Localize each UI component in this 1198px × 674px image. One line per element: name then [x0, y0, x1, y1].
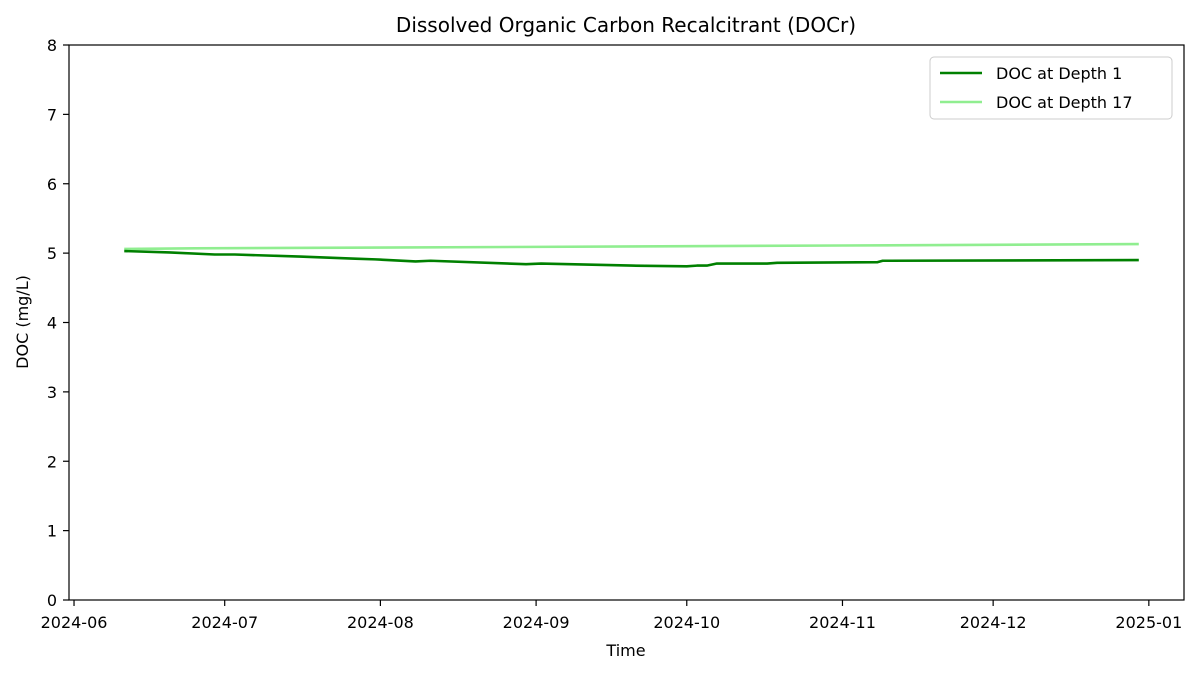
plot-frame — [68, 44, 1185, 601]
y-tick-label: 8 — [47, 36, 57, 55]
legend-box — [929, 56, 1173, 120]
x-tick-label: 2025-01 — [1115, 613, 1182, 632]
y-tick-label: 5 — [47, 244, 57, 263]
y-axis: 0 1 2 3 4 5 6 7 8 — [47, 36, 69, 610]
legend-label-1: DOC at Depth 1 — [996, 64, 1122, 83]
x-tick-label: 2024-09 — [503, 613, 570, 632]
x-axis-label: Time — [605, 641, 645, 660]
chart-title: Dissolved Organic Carbon Recalcitrant (D… — [396, 13, 856, 37]
series-line-2 — [124, 242, 1139, 251]
y-tick-label: 2 — [47, 452, 57, 471]
x-tick-label: 2024-10 — [653, 613, 720, 632]
series-line-1 — [124, 249, 1139, 268]
legend: DOC at Depth 1 DOC at Depth 17 — [929, 56, 1173, 120]
x-tick-label: 2024-08 — [347, 613, 414, 632]
x-tick-label: 2024-12 — [960, 613, 1027, 632]
y-tick-label: 6 — [47, 175, 57, 194]
y-tick-label: 0 — [47, 591, 57, 610]
y-axis-label: DOC (mg/L) — [13, 275, 32, 369]
x-tick-label: 2024-11 — [809, 613, 876, 632]
x-tick-label: 2024-07 — [191, 613, 258, 632]
plot-area — [68, 44, 1185, 601]
y-tick-label: 4 — [47, 314, 57, 333]
y-tick-label: 1 — [47, 522, 57, 541]
x-tick-label: 2024-06 — [41, 613, 108, 632]
legend-label-2: DOC at Depth 17 — [996, 93, 1133, 112]
x-axis: 2024-06 2024-07 2024-08 2024-09 2024-10 2024-… — [41, 600, 1182, 632]
y-tick-label: 7 — [47, 105, 57, 124]
y-tick-label: 3 — [47, 383, 57, 402]
